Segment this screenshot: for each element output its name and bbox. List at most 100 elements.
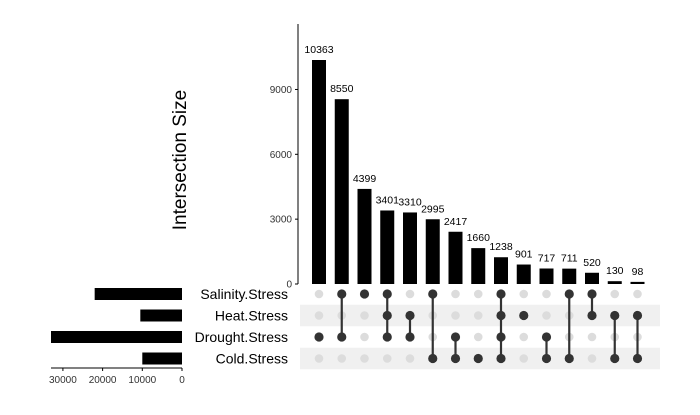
- intersection-bar: [357, 188, 372, 284]
- matrix-dot-filled: [405, 310, 415, 321]
- intersection-value-label: 711: [561, 253, 578, 265]
- intersection-bars: [312, 60, 645, 284]
- matrix-dot-empty: [405, 354, 415, 363]
- matrix-dot-filled: [428, 289, 438, 299]
- matrix-dot-filled: [587, 289, 597, 299]
- intersection-bar: [403, 212, 417, 284]
- matrix-dot-filled: [610, 310, 620, 321]
- matrix-dot-empty: [587, 332, 597, 342]
- intersection-value-label: 2995: [421, 203, 445, 215]
- intersection-value-label: 901: [515, 249, 533, 261]
- matrix-dot-empty: [360, 311, 369, 320]
- intersection-bar: [585, 272, 599, 284]
- matrix-dot-empty: [473, 311, 483, 320]
- matrix-dot-empty: [360, 332, 369, 342]
- intersection-bar: [425, 219, 440, 284]
- matrix-dot-empty: [542, 311, 551, 320]
- matrix-dot-empty: [382, 354, 392, 363]
- matrix-dot-filled: [610, 353, 620, 364]
- matrix-dot-empty: [314, 354, 324, 363]
- y-tick-label: 9000: [270, 85, 293, 96]
- y-axis-title: Intersection Size: [170, 90, 191, 230]
- matrix-dot-empty: [473, 332, 483, 342]
- set-size-tick-label: 20000: [89, 375, 117, 386]
- matrix-dot-empty: [519, 354, 529, 363]
- intersection-bar: [562, 268, 577, 284]
- intersection-value-label: 8550: [330, 83, 354, 95]
- matrix-dot-empty: [360, 354, 369, 363]
- set-label: Salinity.Stress: [200, 286, 288, 302]
- set-size-tick-label: 30000: [49, 375, 77, 386]
- matrix-dot-filled: [337, 332, 347, 342]
- matrix-dot-empty: [542, 289, 551, 299]
- matrix-dot-empty: [451, 311, 460, 320]
- matrix-dot-empty: [587, 354, 597, 363]
- set-labels: Salinity.Stress Heat.Stress Drought.Stress…: [195, 286, 288, 367]
- matrix-dot-filled: [496, 289, 506, 299]
- matrix-dot-filled: [450, 332, 461, 342]
- matrix-dot-filled: [382, 289, 392, 299]
- set-size-axis: 30000 20000 10000 0: [49, 367, 185, 386]
- intersection-value-label: 3401: [376, 194, 400, 206]
- intersection-matrix: [314, 289, 643, 364]
- set-label: Cold.Stress: [216, 351, 288, 367]
- set-size-tick-label: 0: [179, 375, 185, 386]
- matrix-dot-filled: [587, 310, 597, 321]
- matrix-dot-empty: [337, 354, 347, 363]
- intersection-bar: [630, 281, 645, 284]
- set-size-bar: [94, 288, 182, 300]
- set-size-bars: [51, 288, 182, 365]
- matrix-dot-filled: [519, 310, 529, 321]
- intersection-value-label: 520: [583, 257, 601, 269]
- set-size-tick-label: 10000: [128, 375, 156, 386]
- intersection-value-label: 130: [606, 265, 624, 277]
- intersection-bar: [471, 248, 486, 284]
- intersection-bar: [334, 99, 349, 284]
- intersection-value-label: 1660: [467, 232, 491, 244]
- matrix-dot-filled: [314, 332, 324, 342]
- matrix-dot-filled: [632, 353, 643, 364]
- intersection-bar: [380, 210, 395, 284]
- matrix-dot-empty: [314, 311, 324, 320]
- intersection-bar: [539, 268, 554, 284]
- set-size-bar: [51, 331, 182, 343]
- matrix-dot-filled: [541, 353, 552, 364]
- intersection-bar: [494, 257, 508, 284]
- matrix-dot-filled: [564, 353, 574, 364]
- intersection-value-label: 2417: [444, 216, 468, 228]
- intersection-value-label: 10363: [304, 44, 333, 56]
- matrix-dot-empty: [451, 289, 460, 299]
- intersection-size-axis: 0 3000 6000 9000: [270, 24, 299, 291]
- matrix-dot-empty: [633, 289, 642, 299]
- set-size-bar: [142, 352, 182, 365]
- intersection-value-label: 717: [538, 253, 556, 265]
- matrix-dot-filled: [473, 353, 483, 364]
- set-label: Heat.Stress: [215, 308, 288, 324]
- set-size-bar: [140, 309, 182, 322]
- intersection-bar: [312, 60, 326, 284]
- matrix-dot-filled: [541, 332, 552, 342]
- matrix-dot-filled: [382, 332, 392, 342]
- matrix-dot-empty: [314, 289, 324, 299]
- intersection-value-label: 4399: [353, 173, 377, 185]
- matrix-dot-filled: [496, 310, 506, 321]
- matrix-dot-empty: [473, 289, 483, 299]
- matrix-dot-filled: [337, 289, 347, 299]
- intersection-bar: [607, 281, 622, 284]
- matrix-dot-filled: [359, 289, 370, 299]
- matrix-dot-filled: [428, 353, 438, 364]
- matrix-dot-empty: [519, 289, 529, 299]
- matrix-dot-filled: [405, 332, 415, 342]
- matrix-dot-empty: [519, 332, 529, 342]
- matrix-dot-filled: [382, 310, 392, 321]
- set-label: Drought.Stress: [195, 329, 288, 345]
- intersection-bar: [516, 264, 531, 284]
- matrix-dot-filled: [450, 353, 461, 364]
- y-tick-label: 3000: [270, 215, 293, 226]
- y-tick-label: 0: [286, 280, 292, 291]
- y-tick-label: 6000: [270, 150, 293, 161]
- matrix-dot-empty: [610, 289, 620, 299]
- intersection-value-label: 98: [632, 266, 644, 278]
